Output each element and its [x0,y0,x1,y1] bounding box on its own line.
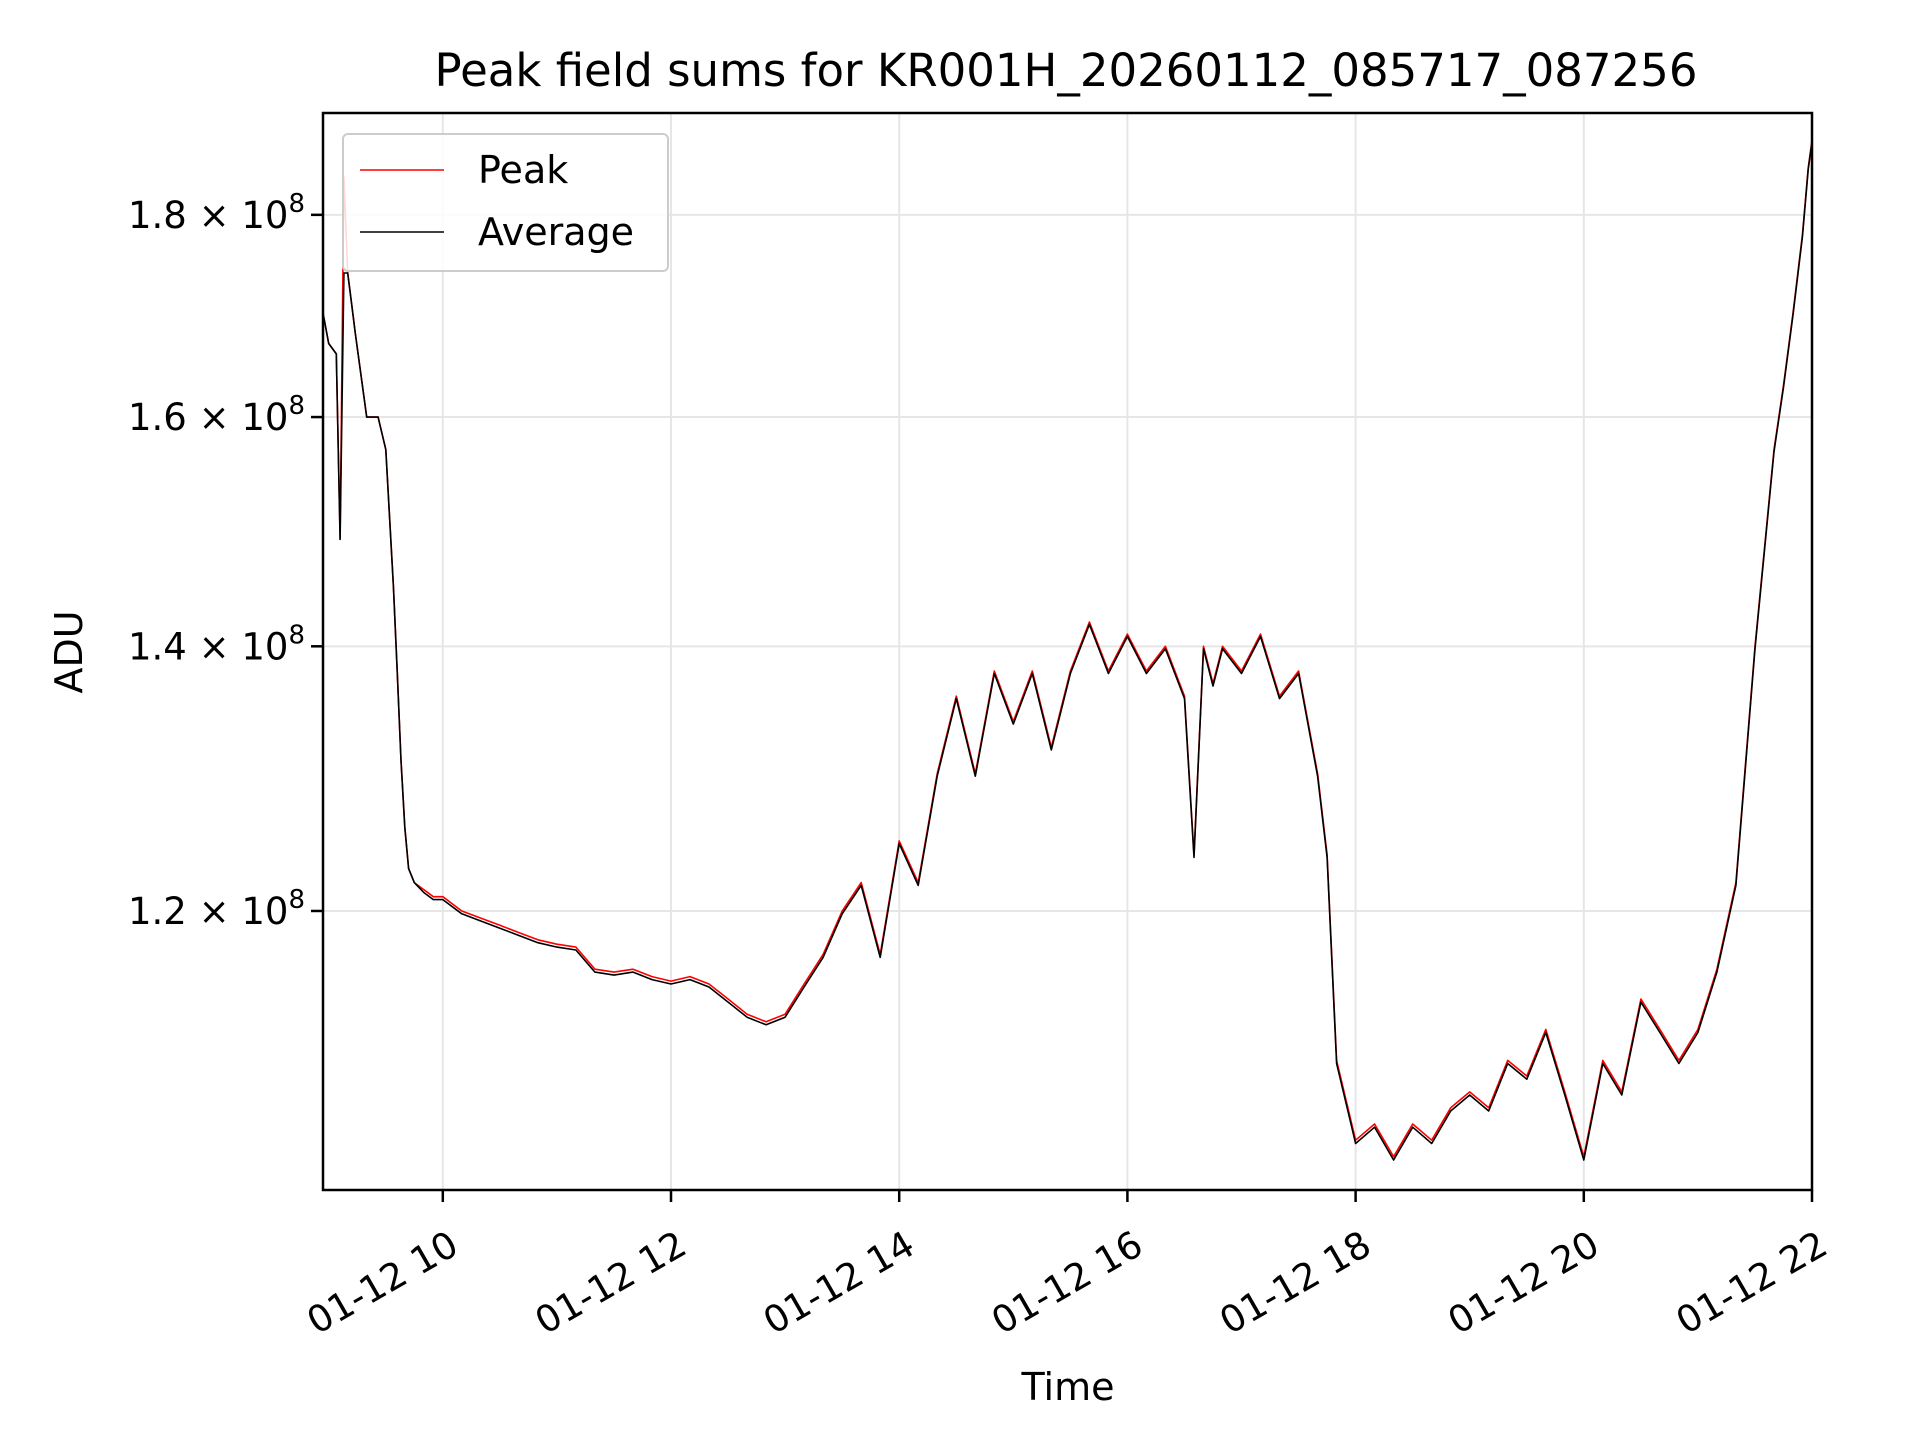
chart-title: Peak field sums for KR001H_20260112_0857… [435,44,1698,97]
y-tick-label: 1.8 × 108 [128,189,305,237]
y-tick-label: 1.4 × 108 [128,620,305,668]
y-axis-label: ADU [47,610,91,693]
legend-label-peak: Peak [478,148,568,192]
series-line-average [322,141,1813,1161]
legend-label-average: Average [478,210,634,254]
y-tick-label: 1.2 × 108 [128,885,305,933]
y-tick-label: 1.6 × 108 [128,391,305,439]
data-series [322,140,1813,1161]
grid-lines [323,113,1813,1190]
legend: Peak Average [342,133,669,272]
legend-frame [342,133,669,272]
plot-area-frame [321,111,1814,1192]
x-axis-label: Time [1021,1365,1115,1409]
